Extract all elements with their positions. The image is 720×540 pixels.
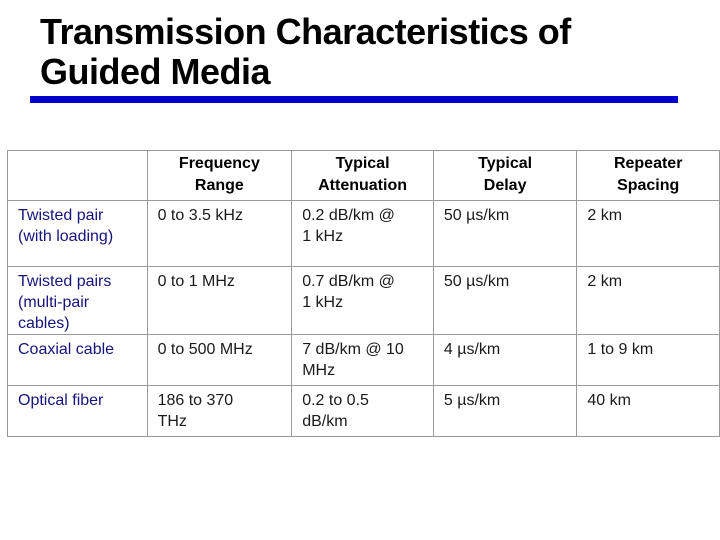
cell-frequency-range: 186 to 370 THz	[146, 385, 293, 437]
column-header-typical-delay: Typical Delay	[432, 150, 578, 201]
title-underline-rule	[30, 96, 678, 103]
cell-frequency-range: 0 to 1 MHz	[146, 266, 293, 335]
cell-frequency-range: 0 to 500 MHz	[146, 334, 293, 386]
table-row-twisted-pair-loading: Twisted pair (with loading) 0 to 3.5 kHz…	[7, 200, 720, 267]
cell-media-name: Twisted pairs (multi-pair cables)	[7, 266, 148, 335]
column-header-typical-attenuation: Typical Attenuation	[291, 150, 434, 201]
cell-frequency-range: 0 to 3.5 kHz	[146, 200, 293, 267]
cell-typical-delay: 4 µs/km	[432, 334, 578, 386]
cell-media-name: Twisted pair (with loading)	[7, 200, 148, 267]
cell-typical-delay: 5 µs/km	[432, 385, 578, 437]
cell-typical-delay: 50 µs/km	[432, 266, 578, 335]
cell-repeater-spacing: 2 km	[576, 200, 720, 267]
cell-media-name: Optical fiber	[7, 385, 148, 437]
page-title: Transmission Characteristics of Guided M…	[40, 12, 571, 92]
table-row-coaxial-cable: Coaxial cable 0 to 500 MHz 7 dB/km @ 10 …	[7, 334, 720, 386]
cell-typical-attenuation: 0.2 dB/km @ 1 kHz	[291, 200, 434, 267]
table-row-optical-fiber: Optical fiber 186 to 370 THz 0.2 to 0.5 …	[7, 385, 720, 437]
cell-repeater-spacing: 40 km	[576, 385, 720, 437]
cell-typical-delay: 50 µs/km	[432, 200, 578, 267]
cell-typical-attenuation: 0.7 dB/km @ 1 kHz	[291, 266, 434, 335]
cell-repeater-spacing: 2 km	[576, 266, 720, 335]
column-header-repeater-spacing: Repeater Spacing	[576, 150, 720, 201]
cell-typical-attenuation: 0.2 to 0.5 dB/km	[291, 385, 434, 437]
column-header-frequency-range: Frequency Range	[146, 150, 293, 201]
guided-media-table: Frequency Range Typical Attenuation Typi…	[7, 150, 720, 437]
column-header-media	[7, 150, 148, 201]
cell-typical-attenuation: 7 dB/km @ 10 MHz	[291, 334, 434, 386]
page-title-line1: Transmission Characteristics of	[40, 11, 571, 52]
cell-repeater-spacing: 1 to 9 km	[576, 334, 720, 386]
table-row-twisted-pairs-multipair: Twisted pairs (multi-pair cables) 0 to 1…	[7, 266, 720, 335]
table-header-row: Frequency Range Typical Attenuation Typi…	[7, 150, 720, 201]
page-title-line2: Guided Media	[40, 51, 271, 92]
cell-media-name: Coaxial cable	[7, 334, 148, 386]
